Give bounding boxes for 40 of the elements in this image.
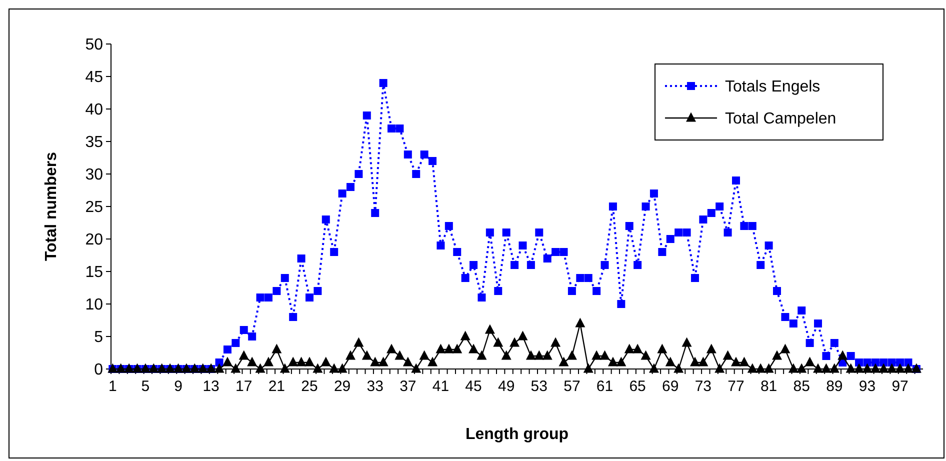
x-tick-label: 13	[202, 378, 220, 395]
x-tick-label: 49	[498, 378, 515, 395]
x-tick-label: 33	[366, 378, 384, 395]
x-tick-label: 81	[760, 378, 778, 395]
x-tick-label: 9	[174, 378, 182, 395]
x-tick-label: 93	[858, 378, 876, 395]
x-tick-label: 73	[694, 378, 712, 395]
legend-label: Totals Engels	[725, 78, 820, 96]
x-tick-label: 89	[826, 378, 843, 395]
x-tick-label: 45	[465, 378, 482, 395]
x-tick-label: 21	[268, 378, 286, 395]
y-tick-label: 15	[85, 264, 104, 282]
y-tick-label: 50	[85, 36, 104, 54]
x-tick-label: 61	[596, 378, 614, 395]
y-tick-label: 10	[85, 296, 104, 314]
x-tick-label: 77	[728, 378, 744, 395]
x-tick-label: 65	[629, 378, 646, 395]
y-tick-label: 0	[94, 362, 104, 379]
x-tick-label: 37	[400, 378, 416, 395]
x-tick-label: 29	[334, 378, 351, 395]
x-tick-label: 25	[301, 378, 318, 395]
x-tick-label: 53	[530, 378, 548, 395]
x-tick-label: 69	[662, 378, 679, 395]
x-tick-label: 1	[108, 378, 117, 395]
x-tick-label: 41	[432, 378, 450, 395]
x-tick-label: 85	[793, 378, 810, 395]
y-tick-label: 40	[85, 102, 104, 119]
x-tick-label: 17	[236, 378, 252, 395]
y-tick-label: 45	[85, 69, 104, 86]
x-tick-label: 57	[564, 378, 580, 395]
x-axis-title: Length group	[465, 426, 569, 443]
y-axis-title: Total numbers	[43, 152, 60, 262]
x-tick-label: 97	[892, 378, 908, 395]
y-tick-label: 5	[94, 329, 104, 346]
y-tick-label: 30	[85, 166, 104, 184]
y-tick-label: 25	[85, 199, 104, 216]
y-tick-label: 35	[85, 134, 104, 152]
x-tick-label: 5	[141, 378, 150, 395]
y-tick-label: 20	[85, 232, 104, 249]
legend-label: Total Campelen	[725, 110, 836, 128]
